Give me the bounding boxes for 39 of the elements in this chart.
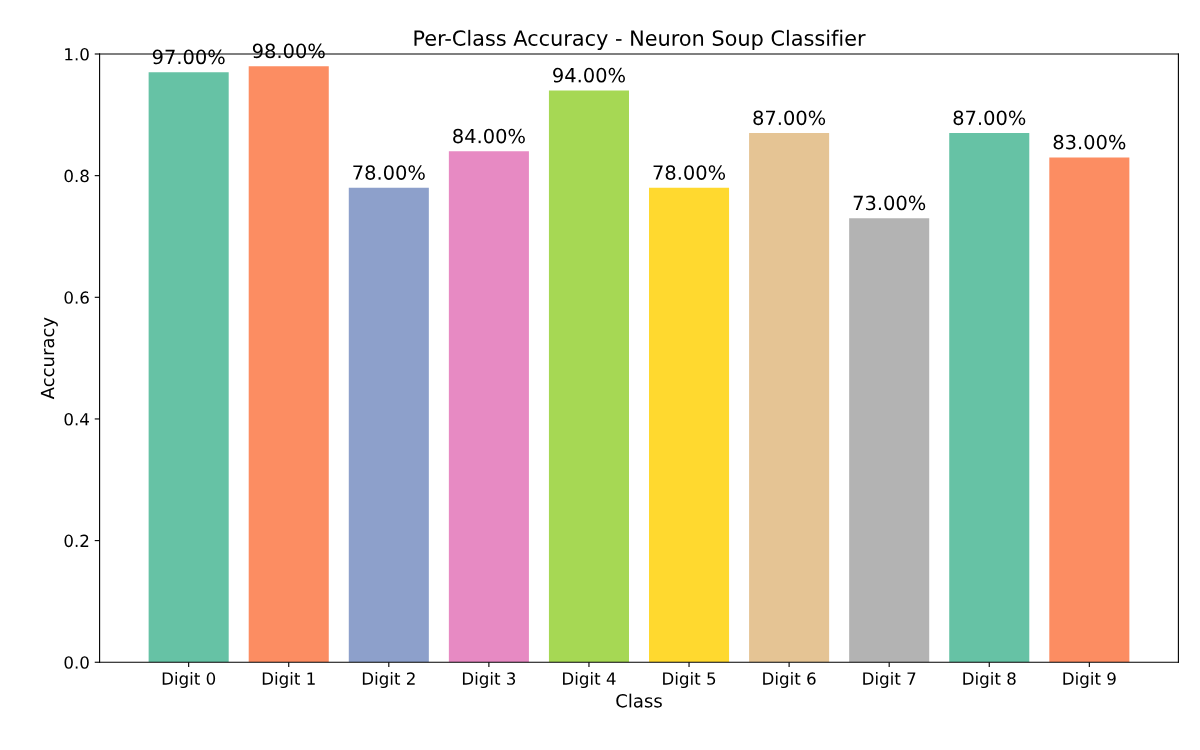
data-label: 87.00% — [953, 110, 1026, 126]
bar — [548, 90, 629, 663]
bar — [248, 66, 329, 663]
data-label: 78.00% — [353, 165, 425, 180]
y-tick-label: 0.4 — [64, 412, 89, 426]
bar — [949, 133, 1030, 663]
x-tick-label: Digit 3 — [462, 671, 516, 689]
bar — [148, 72, 229, 663]
data-label: 78.00% — [653, 165, 726, 180]
data-label: 87.00% — [753, 110, 826, 126]
data-label: 84.00% — [453, 128, 525, 144]
bar — [649, 187, 730, 663]
data-label: 94.00% — [553, 67, 625, 83]
y-axis-title: Accuracy — [40, 317, 58, 400]
x-tick-label: Digit 7 — [863, 671, 916, 689]
y-tick-label: 0.8 — [64, 169, 89, 183]
x-axis-title: Class — [616, 693, 662, 708]
x-tick-label: Digit 9 — [1063, 671, 1116, 689]
y-tick-label: 0.6 — [64, 291, 89, 304]
data-label: 73.00% — [853, 195, 926, 211]
x-tick-label: Digit 6 — [763, 671, 816, 689]
x-tick-label: Digit 1 — [262, 671, 315, 689]
y-tick-label: 0.2 — [64, 534, 89, 548]
x-tick-label: Digit 0 — [162, 671, 216, 689]
y-tick-label: 1.0 — [65, 47, 89, 61]
x-tick-label: Digit 2 — [362, 671, 415, 689]
bar — [348, 187, 429, 663]
bar — [1049, 157, 1130, 663]
x-tick-label: Digit 4 — [563, 671, 616, 689]
bar — [749, 133, 830, 663]
data-label: 98.00% — [252, 43, 325, 59]
bar — [448, 151, 529, 663]
bar — [849, 218, 930, 663]
data-label: 97.00% — [152, 49, 225, 65]
chart-title: Per-Class Accuracy - Neuron Soup Classifier — [414, 29, 866, 50]
x-tick-label: Digit 8 — [963, 671, 1016, 689]
data-label: 83.00% — [1053, 134, 1126, 150]
x-tick-label: Digit 5 — [663, 671, 716, 689]
y-tick-label: 0.0 — [64, 656, 89, 669]
